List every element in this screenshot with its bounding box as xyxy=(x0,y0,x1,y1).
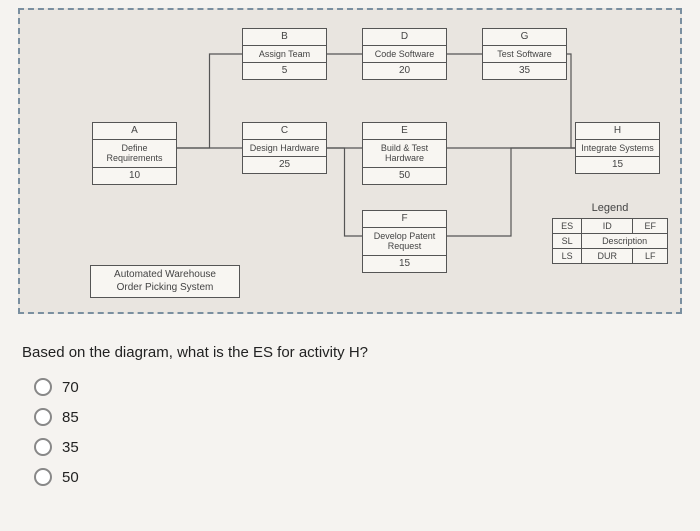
option-35[interactable]: 35 xyxy=(34,438,79,456)
node-desc: Integrate Systems xyxy=(576,140,659,157)
node-G: GTest Software35 xyxy=(482,28,567,80)
node-duration: 25 xyxy=(243,157,326,173)
node-duration: 35 xyxy=(483,63,566,79)
legend: Legend ESIDEF SLDescriptionLSDURLF xyxy=(552,202,668,264)
edge-A-B xyxy=(177,54,242,148)
node-duration: 10 xyxy=(93,168,176,184)
edge-G-H xyxy=(567,54,575,148)
node-id: F xyxy=(363,211,446,228)
option-70[interactable]: 70 xyxy=(34,378,79,396)
node-duration: 5 xyxy=(243,63,326,79)
question-text: Based on the diagram, what is the ES for… xyxy=(22,344,368,361)
node-desc: Develop Patent Request xyxy=(363,228,446,256)
node-C: CDesign Hardware25 xyxy=(242,122,327,174)
option-label: 50 xyxy=(62,469,79,486)
node-id: A xyxy=(93,123,176,140)
node-desc: Build & Test Hardware xyxy=(363,140,446,168)
diagram-frame: Automated WarehouseOrder Picking System … xyxy=(18,8,682,314)
node-duration: 20 xyxy=(363,63,446,79)
legend-title: Legend xyxy=(552,202,668,214)
option-label: 70 xyxy=(62,379,79,396)
node-desc: Code Software xyxy=(363,46,446,63)
diagram-title: Automated WarehouseOrder Picking System xyxy=(90,265,240,298)
legend-cell: DUR xyxy=(582,249,633,264)
node-duration: 50 xyxy=(363,168,446,184)
option-label: 85 xyxy=(62,409,79,426)
legend-cell: Description xyxy=(582,234,668,249)
options-group: 70 85 35 50 xyxy=(34,378,79,498)
legend-cell: SL xyxy=(553,234,582,249)
legend-table: ESIDEF SLDescriptionLSDURLF xyxy=(552,218,668,264)
node-desc: Design Hardware xyxy=(243,140,326,157)
node-B: BAssign Team5 xyxy=(242,28,327,80)
radio-icon[interactable] xyxy=(34,468,52,486)
node-A: ADefine Requirements10 xyxy=(92,122,177,185)
radio-icon[interactable] xyxy=(34,438,52,456)
node-id: H xyxy=(576,123,659,140)
node-E: EBuild & Test Hardware50 xyxy=(362,122,447,185)
radio-icon[interactable] xyxy=(34,378,52,396)
legend-cell: ID xyxy=(582,219,633,234)
option-label: 35 xyxy=(62,439,79,456)
node-duration: 15 xyxy=(363,256,446,272)
node-id: B xyxy=(243,29,326,46)
node-id: C xyxy=(243,123,326,140)
node-id: G xyxy=(483,29,566,46)
option-50[interactable]: 50 xyxy=(34,468,79,486)
edge-C-F xyxy=(327,148,362,236)
node-D: DCode Software20 xyxy=(362,28,447,80)
node-id: D xyxy=(363,29,446,46)
node-F: FDevelop Patent Request15 xyxy=(362,210,447,273)
legend-cell: LS xyxy=(553,249,582,264)
node-H: HIntegrate Systems15 xyxy=(575,122,660,174)
legend-cell: LF xyxy=(633,249,668,264)
node-desc: Assign Team xyxy=(243,46,326,63)
node-desc: Test Software xyxy=(483,46,566,63)
node-id: E xyxy=(363,123,446,140)
option-85[interactable]: 85 xyxy=(34,408,79,426)
legend-cell: ES xyxy=(553,219,582,234)
legend-cell: EF xyxy=(633,219,668,234)
radio-icon[interactable] xyxy=(34,408,52,426)
node-duration: 15 xyxy=(576,157,659,173)
node-desc: Define Requirements xyxy=(93,140,176,168)
